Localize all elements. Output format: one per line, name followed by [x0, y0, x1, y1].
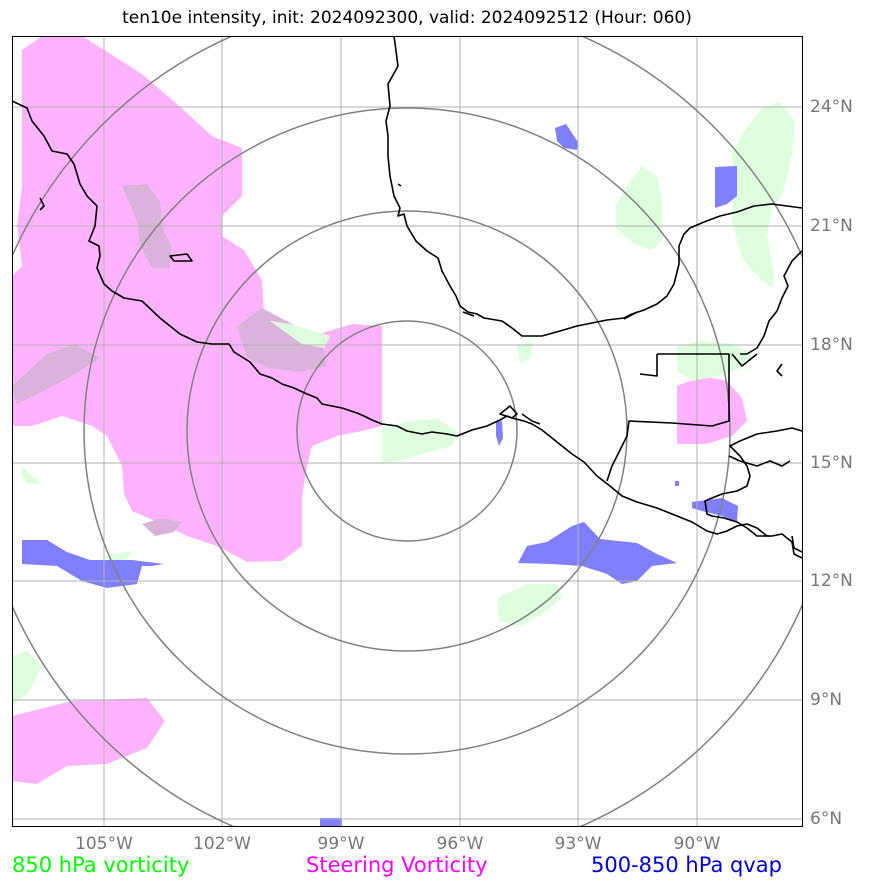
lon-label-90w: 90°W — [673, 834, 721, 854]
lon-label-105w: 105°W — [75, 834, 133, 854]
lat-label-21n: 21°N — [810, 216, 853, 236]
lat-label-18n: 18°N — [810, 335, 853, 355]
lat-label-9n: 9°N — [810, 690, 843, 710]
lat-label-12n: 12°N — [810, 571, 853, 591]
map-panel — [12, 36, 803, 827]
legend-steering-vorticity: Steering Vorticity — [306, 853, 488, 877]
vorticity-850-fields — [12, 102, 795, 706]
qvap-fields — [22, 124, 738, 827]
borders — [606, 353, 791, 482]
lat-label-24n: 24°N — [810, 97, 853, 117]
lat-label-6n: 6°N — [810, 809, 843, 829]
coastlines — [12, 36, 803, 559]
overlap-fields — [12, 184, 327, 536]
lon-label-93w: 93°W — [554, 834, 602, 854]
map-title: ten10e intensity, init: 2024092300, vali… — [122, 8, 692, 28]
lat-label-15n: 15°N — [810, 453, 853, 473]
legend-qvap: 500-850 hPa qvap — [591, 853, 782, 877]
lon-label-99w: 99°W — [317, 834, 365, 854]
lon-label-96w: 96°W — [436, 834, 484, 854]
graticule — [12, 36, 803, 827]
map-frame — [12, 36, 803, 827]
lon-label-102w: 102°W — [193, 834, 251, 854]
legend-850-vorticity: 850 hPa vorticity — [12, 853, 190, 877]
